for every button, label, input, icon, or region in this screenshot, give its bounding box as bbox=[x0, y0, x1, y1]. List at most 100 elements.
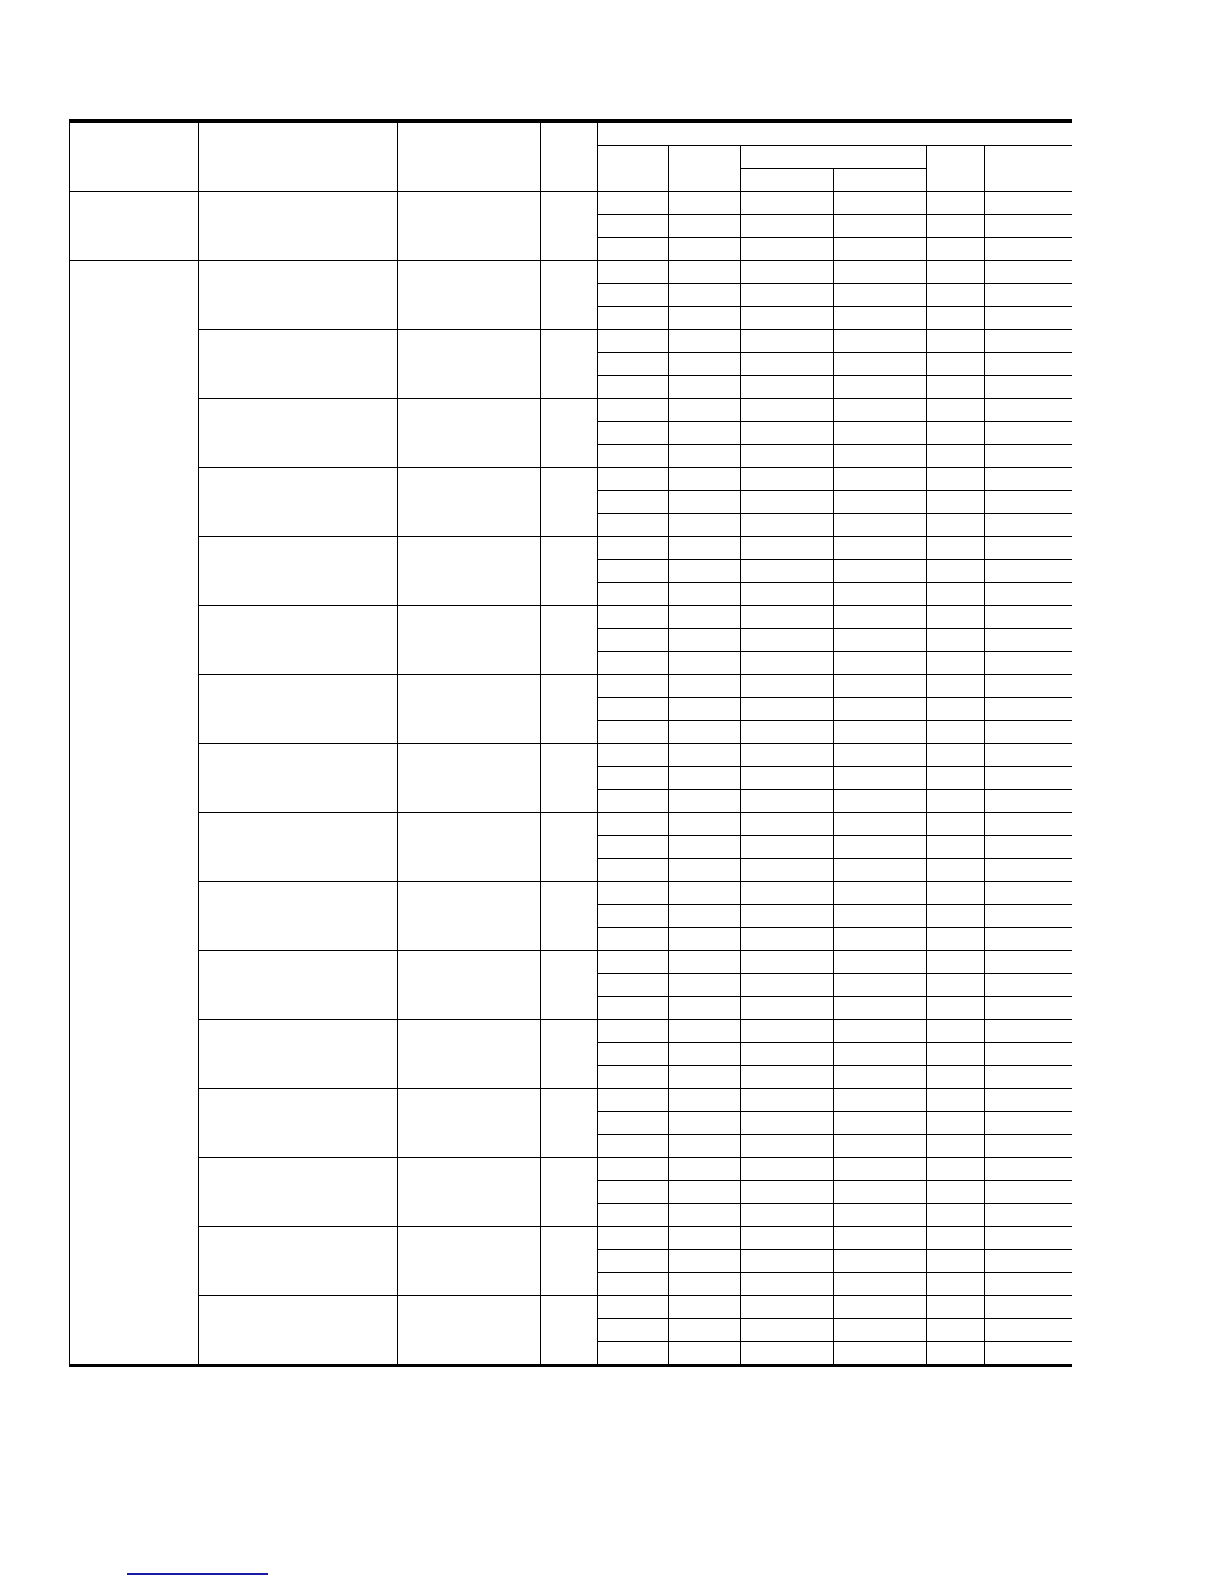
value-cell bbox=[668, 1111, 741, 1135]
value-cell bbox=[668, 628, 741, 652]
value-cell bbox=[984, 260, 1072, 284]
value-cell bbox=[926, 605, 985, 629]
value-cell bbox=[833, 743, 927, 767]
table-row bbox=[70, 950, 1072, 1020]
value-cell bbox=[926, 1203, 985, 1227]
value-cell bbox=[597, 260, 669, 284]
value-cell bbox=[597, 743, 669, 767]
empty-form-table bbox=[69, 119, 1072, 1367]
value-cell bbox=[926, 536, 985, 560]
value-cell bbox=[668, 835, 741, 859]
value-cell bbox=[668, 812, 741, 836]
value-cell bbox=[597, 490, 669, 514]
header-row bbox=[69, 120, 1072, 192]
value-cell bbox=[597, 766, 669, 790]
table-row bbox=[70, 628, 1072, 652]
value-cell bbox=[926, 1065, 985, 1089]
value-cell bbox=[668, 559, 741, 583]
value-cell bbox=[984, 214, 1072, 238]
header-cell bbox=[69, 120, 199, 192]
value-cell bbox=[833, 1088, 927, 1112]
value-cell bbox=[984, 904, 1072, 928]
item-code-cell bbox=[540, 1019, 598, 1089]
item-code-cell bbox=[540, 674, 598, 744]
value-cell bbox=[668, 674, 741, 698]
table-row bbox=[70, 1019, 1072, 1089]
value-cell bbox=[740, 973, 834, 997]
value-cell bbox=[740, 283, 834, 307]
value-cell bbox=[926, 674, 985, 698]
item-detail-cell bbox=[397, 398, 541, 468]
value-cell bbox=[740, 835, 834, 859]
footer-link-underline[interactable] bbox=[127, 1573, 268, 1575]
value-cell bbox=[833, 214, 927, 238]
value-cell bbox=[926, 881, 985, 905]
value-cell bbox=[597, 1088, 669, 1112]
table-row bbox=[70, 789, 1072, 813]
value-cell bbox=[984, 513, 1072, 537]
value-cell bbox=[597, 1180, 669, 1204]
value-cell bbox=[668, 1157, 741, 1181]
value-cell bbox=[984, 1042, 1072, 1066]
item-detail-cell bbox=[397, 260, 541, 330]
value-cell bbox=[984, 237, 1072, 261]
value-cell bbox=[668, 1180, 741, 1204]
value-cell bbox=[926, 306, 985, 330]
header-cell bbox=[984, 145, 1072, 192]
value-cell bbox=[833, 858, 927, 882]
value-cell bbox=[740, 191, 834, 215]
value-cell bbox=[740, 1088, 834, 1112]
header-subgroup-cell bbox=[740, 145, 927, 169]
value-cell bbox=[668, 904, 741, 928]
item-code-cell bbox=[540, 950, 598, 1020]
value-cell bbox=[597, 1019, 669, 1043]
table-row bbox=[70, 1180, 1072, 1204]
value-cell bbox=[740, 996, 834, 1020]
item-code-cell bbox=[540, 605, 598, 675]
value-cell bbox=[926, 1318, 985, 1342]
value-cell bbox=[984, 283, 1072, 307]
value-cell bbox=[926, 996, 985, 1020]
value-cell bbox=[597, 1249, 669, 1273]
value-cell bbox=[740, 398, 834, 422]
value-cell bbox=[984, 674, 1072, 698]
value-cell bbox=[668, 375, 741, 399]
header-cell bbox=[926, 145, 985, 192]
value-cell bbox=[926, 237, 985, 261]
item-cell bbox=[198, 467, 398, 537]
item-code-cell bbox=[540, 329, 598, 399]
item-code-cell bbox=[540, 1088, 598, 1158]
value-cell bbox=[984, 651, 1072, 675]
value-cell bbox=[597, 1157, 669, 1181]
value-cell bbox=[984, 421, 1072, 445]
value-cell bbox=[668, 743, 741, 767]
value-cell bbox=[668, 1203, 741, 1227]
value-cell bbox=[668, 996, 741, 1020]
table-row bbox=[70, 1042, 1072, 1066]
item-code-cell bbox=[540, 398, 598, 468]
value-cell bbox=[833, 1249, 927, 1273]
value-cell bbox=[926, 973, 985, 997]
value-cell bbox=[597, 605, 669, 629]
value-cell bbox=[597, 651, 669, 675]
value-cell bbox=[984, 1134, 1072, 1158]
value-cell bbox=[926, 904, 985, 928]
value-cell bbox=[597, 398, 669, 422]
value-cell bbox=[833, 697, 927, 721]
value-cell bbox=[668, 536, 741, 560]
value-cell bbox=[984, 1019, 1072, 1043]
value-cell bbox=[668, 1341, 741, 1366]
value-cell bbox=[984, 329, 1072, 353]
value-cell bbox=[926, 214, 985, 238]
value-cell bbox=[926, 352, 985, 376]
value-cell bbox=[833, 1295, 927, 1319]
item-code-cell bbox=[540, 467, 598, 537]
value-cell bbox=[740, 1157, 834, 1181]
value-cell bbox=[668, 283, 741, 307]
value-cell bbox=[740, 720, 834, 744]
value-cell bbox=[926, 513, 985, 537]
value-cell bbox=[668, 398, 741, 422]
item-cell bbox=[198, 1019, 398, 1089]
table-row bbox=[70, 858, 1072, 882]
value-cell bbox=[984, 720, 1072, 744]
